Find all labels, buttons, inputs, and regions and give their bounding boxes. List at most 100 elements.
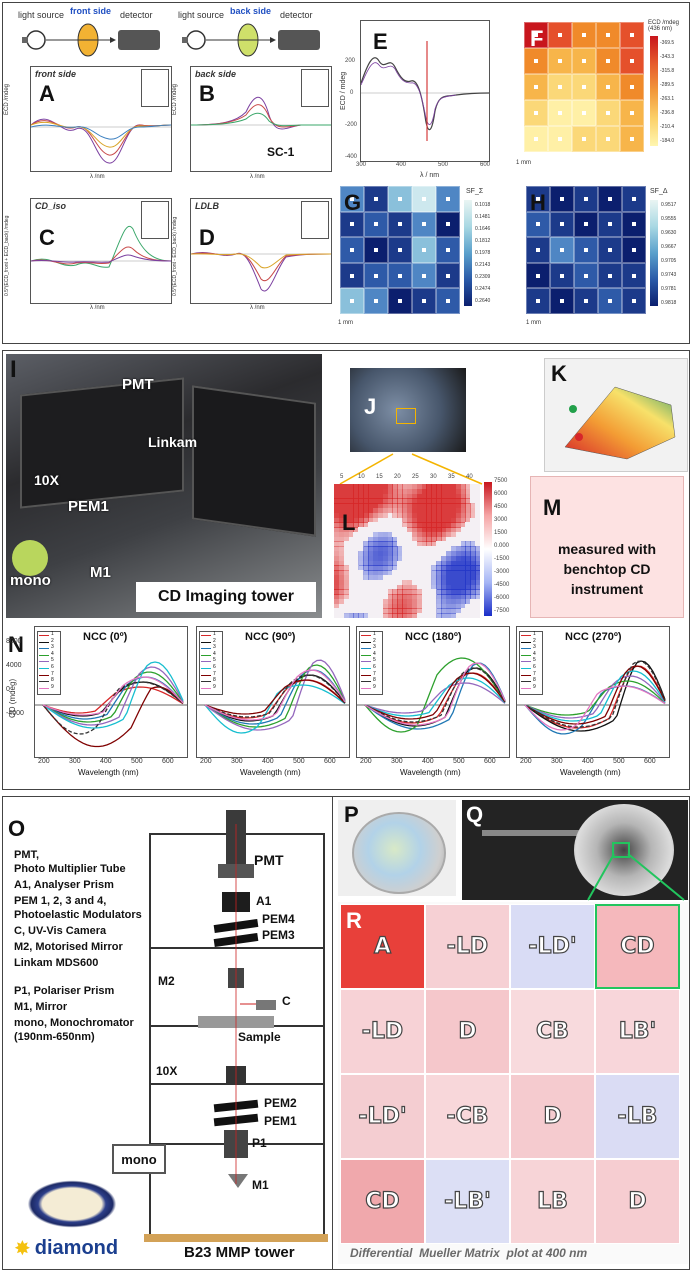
cd-map-pixel [397, 517, 403, 523]
n-legend-label: 1 [533, 631, 536, 637]
n-legend-row: 5 [521, 657, 541, 664]
cd-map-pixel [377, 503, 384, 509]
mueller-cell: CD [340, 1159, 425, 1244]
cd-map-pixel [387, 594, 393, 600]
cd-map-pixel [348, 574, 354, 581]
cd-map-pixel [431, 570, 437, 576]
cd-map-pixel [426, 507, 432, 514]
cd-map-pixel [392, 531, 398, 538]
cd-map-pixel [450, 522, 457, 528]
cd-map-pixel [465, 498, 471, 504]
cd-map-pixel [363, 565, 369, 571]
cd-map-pixel [475, 507, 480, 514]
cd-map-pixel [431, 488, 437, 495]
heatmap-cell [548, 74, 572, 100]
heatmap-cell-marker [608, 299, 612, 304]
bottom-divider [332, 796, 333, 1270]
cd-map-pixel [397, 531, 403, 538]
cd-map-pixel [436, 507, 442, 514]
colorbar-f-tick-2: -343.3 [660, 54, 675, 60]
colorbar-g-tick-8: 0.2474 [475, 286, 491, 292]
cd-map-pixel [368, 603, 374, 609]
heatmap-cell-marker [630, 111, 634, 115]
mueller-cell: -LB [595, 1074, 680, 1159]
n-xtick: 200 [360, 758, 372, 765]
cd-imaging-tower-photo: I PMT Linkam 10X PEM1 mono M1 CD Imaging… [6, 354, 322, 618]
mueller-cell-label: CD [365, 1188, 401, 1214]
n-legend-row: 6 [361, 664, 381, 671]
n-xtick: 400 [262, 758, 274, 765]
n-legend-label: 1 [213, 631, 216, 637]
n-legend-label: 4 [51, 650, 54, 657]
n-series-line [204, 664, 346, 728]
n-legend-label: 2 [373, 637, 376, 644]
cd-map-pixel [368, 584, 374, 590]
heatmap-cell [524, 126, 548, 152]
cd-map-pixel [445, 589, 452, 595]
n-series-line [204, 674, 346, 722]
cd-map-pixel [348, 570, 354, 576]
cd-map-pixel [402, 560, 408, 566]
cd-map-pixel [402, 594, 408, 600]
cd-map-pixel [348, 503, 354, 509]
diamond-star-icon: ✸ [14, 1238, 31, 1260]
cd-map-pixel [363, 517, 369, 523]
heatmap-cell [548, 126, 572, 152]
heatmap-cell [526, 288, 550, 314]
cd-map-l-xtick: 15 [376, 474, 383, 480]
cd-map-pixel [431, 503, 437, 509]
cd-map-pixel [460, 565, 466, 571]
cd-map-pixel [372, 598, 379, 605]
cd-map-pixel [465, 507, 471, 514]
cd-map-pixel [343, 584, 350, 590]
cd-map-pixel [441, 570, 447, 576]
cd-map-pixel [465, 598, 471, 605]
cd-map-pixel [465, 560, 471, 566]
cd-map-pixel [363, 594, 369, 600]
mueller-cell: D [595, 1159, 680, 1244]
cd-map-pixel [363, 498, 369, 504]
heatmap-cell-marker [350, 222, 354, 227]
plot-b-title: back side [195, 69, 237, 79]
cd-map-pixel [411, 507, 418, 514]
n-xtick: 600 [644, 758, 656, 765]
cd-map-pixel [460, 613, 466, 618]
cd-map-pixel [450, 551, 457, 557]
cd-map-pixel [363, 584, 369, 590]
cd-map-pixel [416, 503, 423, 509]
heatmap-cell [526, 262, 550, 289]
heatmap-cell-marker [632, 247, 636, 252]
cd-map-pixel [470, 517, 476, 523]
cd-map-pixel [348, 598, 354, 605]
cd-map-pixel [348, 565, 354, 571]
cd-map-pixel [455, 579, 462, 585]
n-legend-row: 2 [39, 638, 59, 645]
panel-letter-g: G [344, 190, 362, 215]
n-legend-swatch [361, 674, 371, 676]
cd-map-pixel [436, 565, 442, 571]
n-plot-curves [517, 660, 669, 735]
n-series-line [42, 686, 184, 714]
heatmap-cell-marker [632, 196, 636, 201]
cd-map-pixel [387, 512, 393, 518]
mueller-matrix-grid: A -LD -LD' CD -LD D CB LB' -LD' -CB D -LB CD -LB' LB D [340, 904, 680, 1244]
n-legend-row: 9 [201, 684, 221, 691]
heatmap-cell-marker [534, 85, 538, 89]
heatmap-cell-marker [422, 273, 426, 278]
cd-map-pixel [465, 531, 471, 538]
heatmap-cell-marker [534, 137, 538, 141]
cd-map-pixel [460, 507, 466, 514]
cd-map-pixel [407, 541, 413, 547]
cd-map-pixel [436, 574, 442, 581]
cd-map-pixel [407, 589, 413, 595]
cd-map-pixel [450, 531, 457, 538]
cd-map-pixel [392, 507, 398, 514]
cd-map-pixel [338, 574, 345, 581]
heatmap-cell [622, 186, 646, 212]
cd-map-pixel [455, 570, 462, 576]
light-source-label: light source [18, 10, 65, 20]
cd-map-pixel [441, 498, 447, 504]
cd-map-pixel [411, 608, 418, 614]
cd-map-pixel [402, 498, 408, 504]
